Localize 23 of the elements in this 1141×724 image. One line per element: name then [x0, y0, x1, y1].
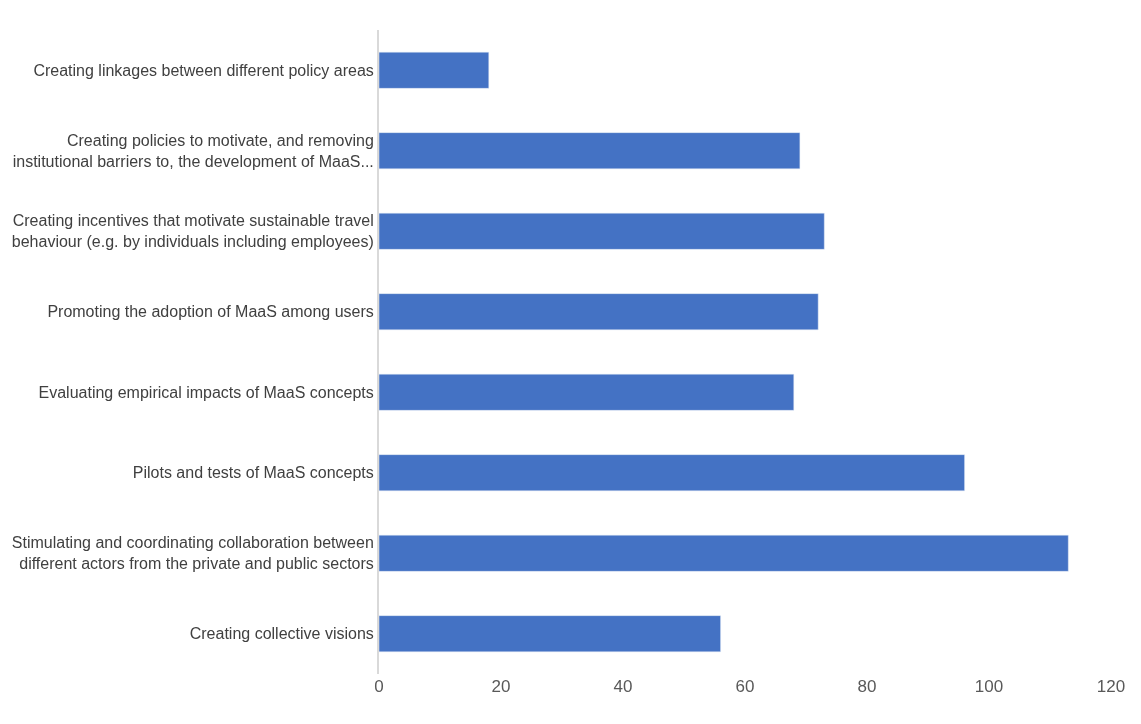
x-tick-label: 100 — [974, 677, 1004, 696]
bar — [379, 534, 1069, 572]
y-tick-label: Creating linkages between different policy areas — [33, 61, 374, 79]
y-tick-label: Promoting the adoption of MaaS among users — [47, 303, 374, 321]
bar — [379, 454, 965, 492]
y-tick-label: Creating incentives that motivate sustainable travel behaviour (e.g. by individuals including employees) — [11, 212, 374, 251]
bar — [379, 132, 801, 170]
bar — [379, 373, 795, 411]
y-tick-label: Pilots and tests of MaaS concepts — [132, 464, 374, 482]
y-tick-label: Creating collective visions — [189, 625, 374, 643]
y-tick-label: Evaluating empirical impacts of MaaS concepts — [38, 383, 374, 401]
y-tick-label: Creating policies to motivate, and removing institutional barriers to, the development of MaaS... — [12, 131, 374, 170]
bar — [379, 212, 825, 250]
y-tick-label: Stimulating and coordinating collaboration between different actors from the private and public sectors — [11, 534, 374, 573]
bar — [379, 293, 819, 331]
bar — [379, 51, 490, 89]
x-tick-label: 20 — [491, 677, 511, 696]
x-tick-label: 120 — [1096, 677, 1126, 696]
x-tick-label: 80 — [857, 677, 877, 696]
x-tick-label: 40 — [613, 677, 633, 696]
x-tick-label: 60 — [735, 677, 755, 696]
x-tick-label: 0 — [374, 677, 384, 696]
bar — [379, 615, 721, 653]
